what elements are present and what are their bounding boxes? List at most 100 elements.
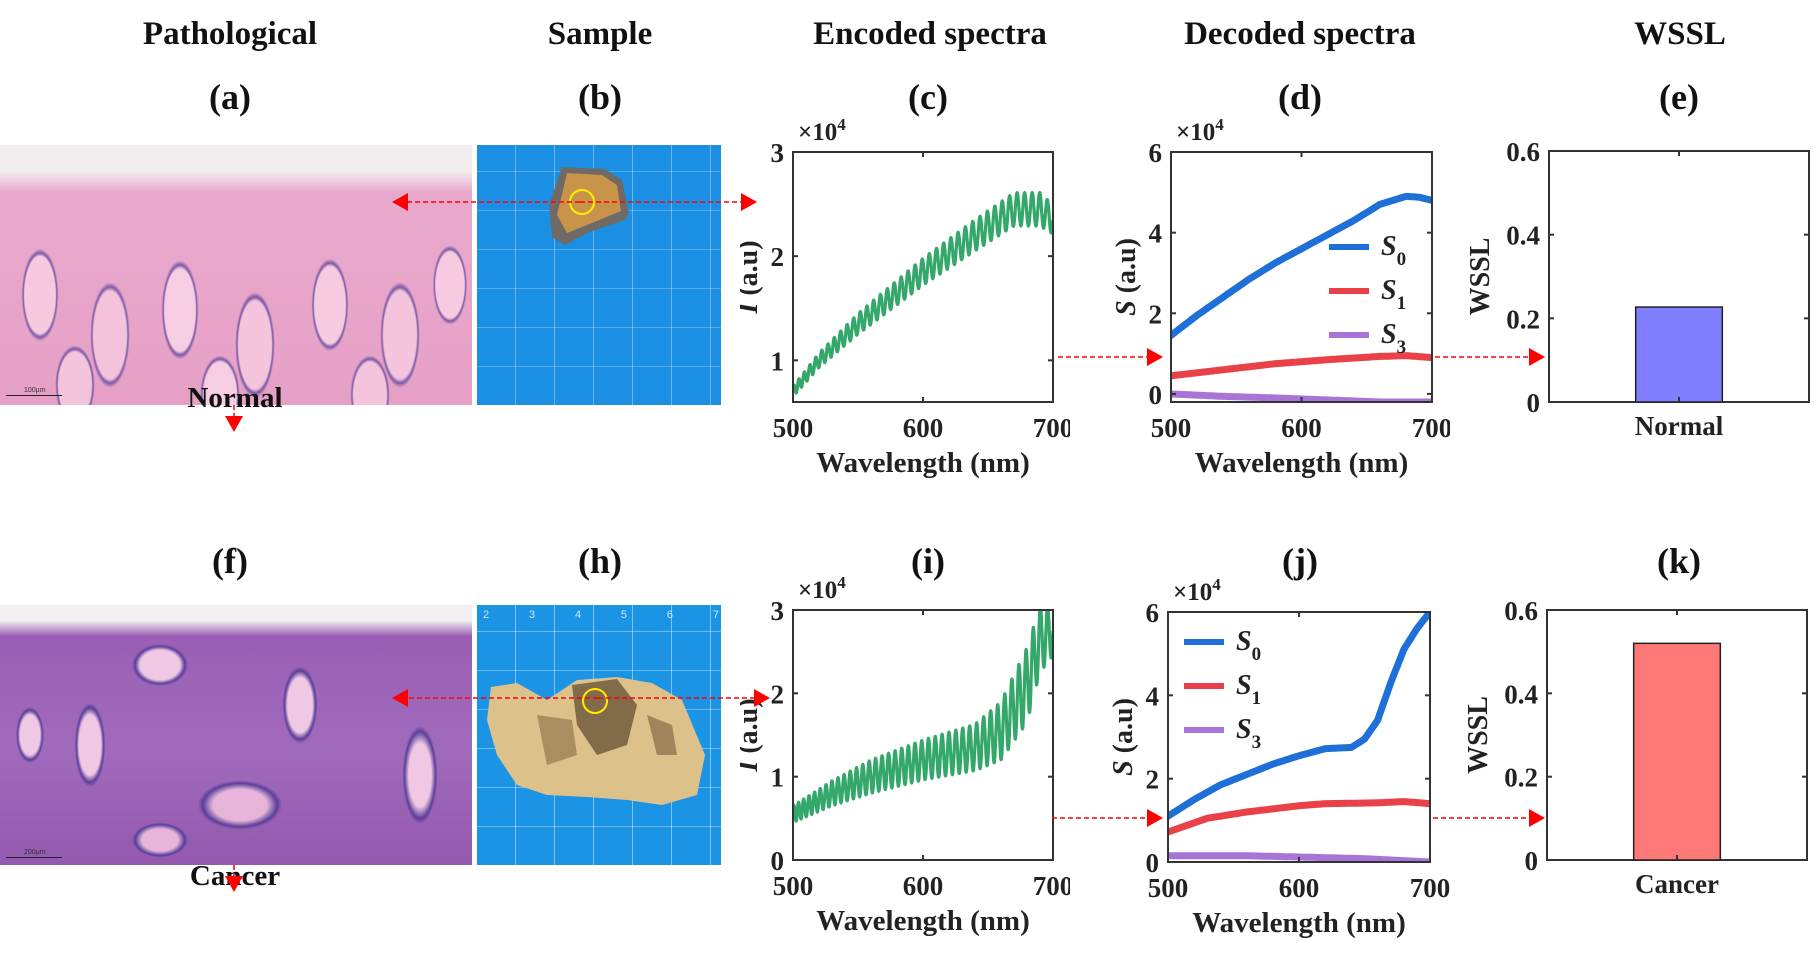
scale-bar-label: 200μm <box>24 849 46 856</box>
scale-bar <box>6 857 62 858</box>
plot-area <box>1168 612 1430 862</box>
histology-image-cancer: 200μm <box>0 605 472 865</box>
x-tick-label: 500 <box>773 413 814 443</box>
bar-normal <box>1634 306 1724 403</box>
y-axis-label: S (a.u) <box>1110 698 1139 776</box>
measurement-spot-circle <box>582 688 608 714</box>
column-title-decoded-spectra: Decoded spectra <box>1184 16 1416 52</box>
y-tick-label: 3 <box>771 596 785 626</box>
y-tick-label: 6 <box>1146 598 1160 628</box>
column-title-sample: Sample <box>547 16 653 52</box>
series-line-s1 <box>1168 798 1430 836</box>
y-axis-label: WSSL <box>1463 696 1494 774</box>
x-tick-label: 600 <box>903 413 944 443</box>
y-tick-label: 2 <box>1146 765 1160 795</box>
x-tick-label: 700 <box>1410 873 1450 903</box>
category-label: Cancer <box>1635 869 1719 899</box>
y-tick-label: 1 <box>771 763 785 793</box>
chart-wssl-normal: Normal 0 0.2 0.4 0.6 WSSL <box>1465 137 1810 441</box>
x-tick-label: 700 <box>1412 413 1450 443</box>
chart-encoded-spectra-normal: 500 600 700 1 2 3 ×104 Wavelength (nm) I (a.u) <box>740 115 1070 479</box>
panel-label-c: (c) <box>908 77 948 117</box>
sample-photo-normal <box>477 145 721 405</box>
x-axis-label: Wavelength (nm) <box>816 447 1029 479</box>
y-multiplier-label: ×104 <box>798 573 846 604</box>
y-multiplier-label: ×104 <box>1173 575 1221 606</box>
y-axis-label: S (a.u) <box>1111 238 1142 316</box>
row-label-cancer: Cancer <box>189 860 281 892</box>
x-tick-label: 500 <box>1148 873 1189 903</box>
ruler-digit: 2 <box>483 609 490 621</box>
panel-label-d: (d) <box>1278 77 1322 117</box>
y-multiplier-label: ×104 <box>1176 115 1224 146</box>
plot-area <box>793 610 1053 823</box>
x-tick-label: 600 <box>1281 413 1322 443</box>
y-tick-label: 2 <box>771 679 785 709</box>
ruler-digit: 7 <box>712 609 719 621</box>
histology-image-normal: 100μm <box>0 145 472 405</box>
ruler-digit: 5 <box>620 609 628 621</box>
column-title-encoded-spectra: Encoded spectra <box>813 16 1047 52</box>
row-label-normal: Normal <box>187 382 283 414</box>
chart-encoded-spectra-cancer: 500 600 700 0 1 2 3 ×104 Wavelength (nm) I (a.u) <box>740 573 1070 937</box>
sample-photo-cancer: 2 3 4 5 6 7 <box>477 605 721 865</box>
tissue-sample-cancer <box>487 677 705 805</box>
y-tick-label: 0 <box>1525 846 1539 876</box>
legend-label-s0: S0 <box>1381 231 1406 270</box>
x-tick-label: 600 <box>903 871 944 901</box>
y-axis-label: I (a.u) <box>740 240 764 314</box>
y-tick-label: 0 <box>771 846 785 876</box>
panel-label-a: (a) <box>209 77 251 117</box>
ruler-digit: 3 <box>528 609 536 621</box>
x-tick-label: 700 <box>1033 871 1070 901</box>
x-axis-label: Wavelength (nm) <box>1195 447 1408 479</box>
plot-area <box>793 191 1053 395</box>
chart-wssl-cancer: Cancer 0 0.2 0.4 0.6 WSSL <box>1463 596 1808 899</box>
panel-label-e: (e) <box>1659 77 1699 117</box>
y-tick-label: 6 <box>1149 138 1163 168</box>
ruler-digits: 2 3 4 5 6 7 <box>483 609 719 621</box>
y-tick-label: 0.6 <box>1504 596 1538 626</box>
y-tick-label: 4 <box>1146 681 1160 711</box>
y-axis-label: I (a.u) <box>740 698 764 772</box>
y-tick-label: 0.2 <box>1504 763 1538 793</box>
x-tick-label: 600 <box>1279 873 1320 903</box>
legend-label-s0: S0 <box>1236 626 1261 665</box>
legend-label-s1: S1 <box>1381 275 1406 314</box>
y-tick-label: 0.4 <box>1506 221 1540 251</box>
legend-label-s1: S1 <box>1236 670 1261 709</box>
y-tick-label: 2 <box>771 242 785 272</box>
ruler-digit: 4 <box>574 609 582 621</box>
x-axis-label: Wavelength (nm) <box>1192 907 1405 939</box>
y-tick-label: 0 <box>1149 380 1163 410</box>
panel-label-j: (j) <box>1282 541 1318 581</box>
panel-label-f: (f) <box>212 541 248 581</box>
legend-label-s3: S3 <box>1381 319 1406 358</box>
arrow-histology-to-normal-label-head <box>225 416 243 432</box>
series-line-s0 <box>1168 612 1430 820</box>
series-line-s0 <box>1171 192 1432 339</box>
y-tick-label: 4 <box>1149 219 1163 249</box>
series-line-i <box>793 191 1053 395</box>
y-tick-label: 0 <box>1146 848 1160 878</box>
scale-bar <box>6 395 62 396</box>
axes-box <box>1167 611 1431 863</box>
ruler-digit: 6 <box>666 609 673 621</box>
column-title-pathological: Pathological <box>142 16 318 52</box>
y-tick-label: 3 <box>771 138 785 168</box>
category-label: Normal <box>1635 411 1724 441</box>
series-line-s1 <box>1171 352 1432 380</box>
y-tick-label: 1 <box>771 346 785 376</box>
x-tick-label: 500 <box>1151 413 1192 443</box>
y-tick-label: 0.4 <box>1504 679 1538 709</box>
y-tick-label: 2 <box>1149 299 1163 329</box>
x-axis-label: Wavelength (nm) <box>816 905 1029 937</box>
panel-label-b: (b) <box>578 77 622 117</box>
scale-bar-label: 100μm <box>24 387 46 394</box>
y-tick-label: 0 <box>1527 388 1541 418</box>
panel-label-k: (k) <box>1657 541 1701 581</box>
chart-decoded-spectra-normal: 500 600 700 0 2 4 6 ×104 Wavelength (nm) S (a.u) S… <box>1111 115 1450 479</box>
y-tick-label: 0.2 <box>1506 304 1540 334</box>
column-title-wssl: WSSL <box>1634 16 1726 52</box>
chart-decoded-spectra-cancer: 500 600 700 0 2 4 6 ×104 Wavelength (nm) S (a.u) S… <box>1110 575 1450 939</box>
